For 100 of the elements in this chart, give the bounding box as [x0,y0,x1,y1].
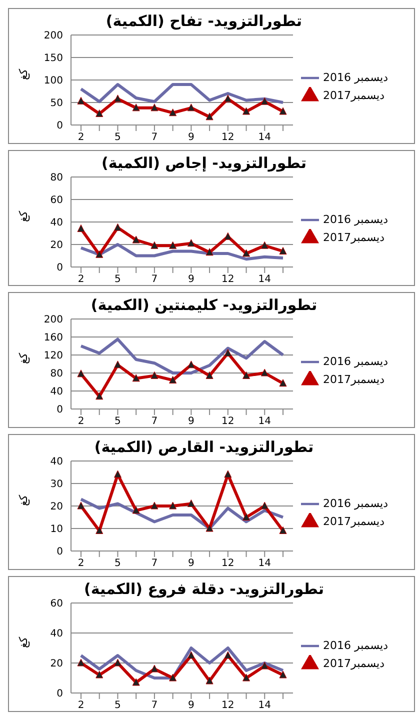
point [242,674,250,682]
x-tick-label: 9 [188,700,194,712]
legend-label: ديسمبر 2016 [323,213,388,226]
point [242,249,250,257]
point [187,104,195,112]
point [206,676,214,684]
line-series [80,338,284,374]
y-tick-label: 40 [50,628,63,640]
x-tick-label: 2 [78,274,84,286]
x-tick-label: 7 [151,700,158,712]
y-tick-label: 100 [44,76,63,87]
point [260,241,268,249]
x-tick-label: 9 [188,132,194,144]
x-tick-label: 12 [222,558,234,570]
chart-title: تطورالتزويد- كليمنتين (الكمية) [90,296,318,314]
y-tick-label: 20 [50,502,63,513]
point [96,670,104,678]
point [132,374,140,382]
point [242,371,250,379]
y-axis-title: كغ [16,494,30,506]
point [206,112,214,120]
line-series [80,243,284,261]
point [169,376,177,384]
point [279,526,287,534]
x-tick-label: 5 [114,132,121,144]
x-tick-label: 14 [258,274,272,286]
y-tick-label: 20 [50,658,63,670]
y-tick-label: 160 [44,332,63,344]
chart-title: تطورالتزويد- القارص (الكمية) [93,438,315,456]
y-axis-title: كغ [16,636,30,648]
chart-title: تطورالتزويد- تفاح (الكمية) [104,12,304,30]
y-axis-title: كغ [16,352,30,364]
y-tick-label: 80 [50,368,63,380]
point [187,500,195,507]
point [114,360,122,368]
x-tick-label: 2 [78,558,84,570]
y-axis-title: كغ [16,210,30,222]
y-tick-label: 60 [50,598,63,610]
point [132,236,140,244]
point [169,674,177,682]
point [96,526,104,534]
y-tick-label: 20 [50,240,63,252]
y-tick-label: 80 [50,172,63,184]
point [260,368,268,376]
point [77,224,85,232]
point [279,107,287,115]
y-tick-label: 40 [50,386,63,398]
point [260,662,268,670]
x-tick-label: 5 [114,274,121,286]
point [132,678,140,686]
point [77,370,85,378]
point [206,248,214,256]
y-tick-label: 40 [50,218,63,229]
y-tick-label: 0 [56,546,63,558]
x-tick-label: 9 [188,416,194,428]
x-tick-label: 14 [258,558,272,570]
point [77,502,85,510]
point [224,348,232,356]
point [169,241,177,249]
point [224,94,232,102]
point [114,94,122,102]
point [260,97,268,105]
point [187,360,195,368]
x-tick-label: 9 [188,558,194,570]
legend-label: ديسمبر2017 [323,657,385,670]
point [77,96,85,104]
line-series [80,83,284,104]
chart-title: تطورالتزويد- دقلة فروع (الكمية) [83,580,325,598]
legend-label: ديسمبر 2016 [323,71,388,84]
y-tick-label: 0 [56,688,63,700]
point [169,502,177,510]
y-tick-label: 60 [50,195,63,206]
point [150,371,158,379]
x-tick-label: 5 [114,416,121,428]
x-tick-label: 14 [258,700,272,712]
point [150,241,158,249]
y-tick-label: 0 [56,404,63,416]
y-tick-label: 30 [50,479,63,490]
point [150,104,158,112]
point [150,664,158,672]
x-tick-label: 2 [78,416,84,428]
x-tick-label: 12 [222,132,234,144]
point [96,110,104,117]
y-tick-label: 150 [44,53,63,64]
y-tick-label: 0 [56,120,63,132]
x-tick-label: 5 [114,700,121,712]
chart-title: تطورالتزويد- إجاص (الكمية) [100,154,308,172]
point [242,513,250,520]
point [96,250,104,258]
point [206,371,214,379]
x-tick-label: 7 [151,274,158,286]
point [169,108,177,116]
point [242,107,250,115]
point [77,658,85,666]
legend-label: ديسمبر 2016 [323,355,388,368]
x-tick-label: 7 [151,558,158,570]
point [224,470,232,478]
x-tick-label: 14 [258,416,272,428]
point [150,502,158,510]
y-tick-label: 120 [44,350,63,362]
